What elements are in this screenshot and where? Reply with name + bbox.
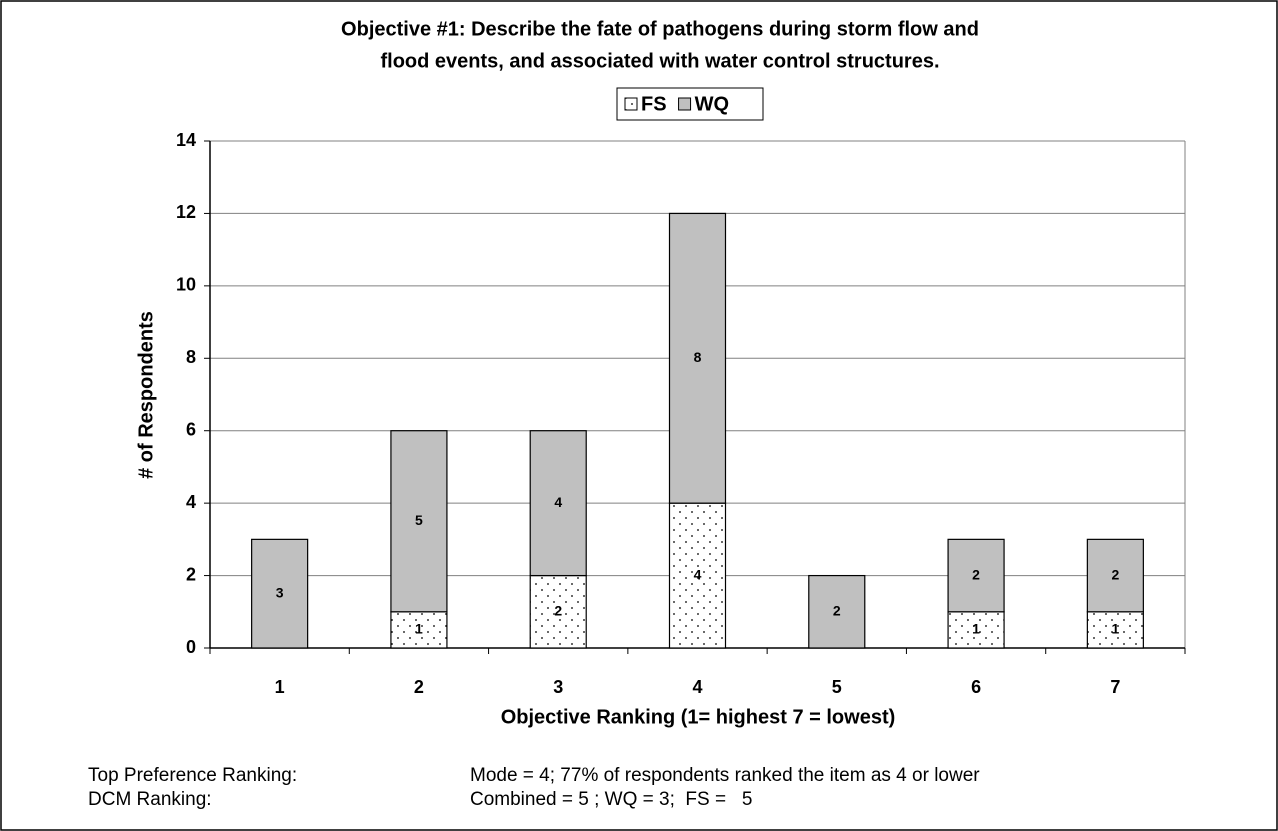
x-axis-title: Objective Ranking (1= highest 7 = lowest… [501,706,896,728]
x-tick-label: 7 [1110,677,1120,697]
x-tick-label: 3 [553,677,563,697]
y-tick-label: 0 [186,637,196,657]
y-tick-label: 4 [186,492,196,512]
y-tick-label: 6 [186,419,196,439]
x-tick-label: 1 [275,677,285,697]
bar-segment [390,430,448,613]
note-label: Top Preference Ranking: [88,765,297,786]
chart-title: Objective #1: Describe the fate of patho… [341,18,979,40]
y-tick-label: 8 [186,347,196,367]
data-label: 3 [276,584,284,600]
note-text: Mode = 4; 77% of respondents ranked the … [470,765,980,786]
legend-swatch [624,97,638,111]
x-tick-label: 4 [692,677,702,697]
y-tick-label: 2 [186,564,196,584]
note-text: Combined = 5 ; WQ = 3; FS = 5 [470,789,753,810]
bar-segment [1086,611,1144,649]
bar-segment [668,212,727,504]
bar-segment [529,574,587,649]
data-label: 8 [694,349,702,365]
data-label: 4 [694,566,702,582]
x-tick-label: 2 [414,677,424,697]
x-tick-label: 6 [971,677,981,697]
bar-segment [1086,538,1144,613]
bar-segment [668,502,727,649]
legend-label: WQ [695,93,729,115]
data-label: 2 [554,602,562,618]
bar-segment [947,538,1005,613]
x-tick-label: 5 [832,677,842,697]
data-label: 2 [833,602,841,618]
data-label: 1 [415,621,423,637]
y-axis-title: # of Respondents [135,311,157,479]
bar-segment [808,574,866,649]
bar-segment [251,538,309,649]
y-tick-label: 14 [176,130,196,150]
data-label: 1 [972,621,980,637]
data-label: 2 [1111,566,1119,582]
bar-segment [390,611,448,649]
chart-title: flood events, and associated with water … [380,50,939,72]
legend-swatch [678,97,692,111]
bar-segment [947,611,1005,649]
y-tick-label: 10 [176,275,196,295]
data-label: 2 [972,566,980,582]
data-label: 5 [415,512,423,528]
data-label: 4 [554,494,562,510]
data-label: 1 [1111,621,1119,637]
legend-label: FS [641,93,667,115]
bar-segment [529,430,587,577]
note-label: DCM Ranking: [88,789,212,810]
y-tick-label: 12 [176,202,196,222]
